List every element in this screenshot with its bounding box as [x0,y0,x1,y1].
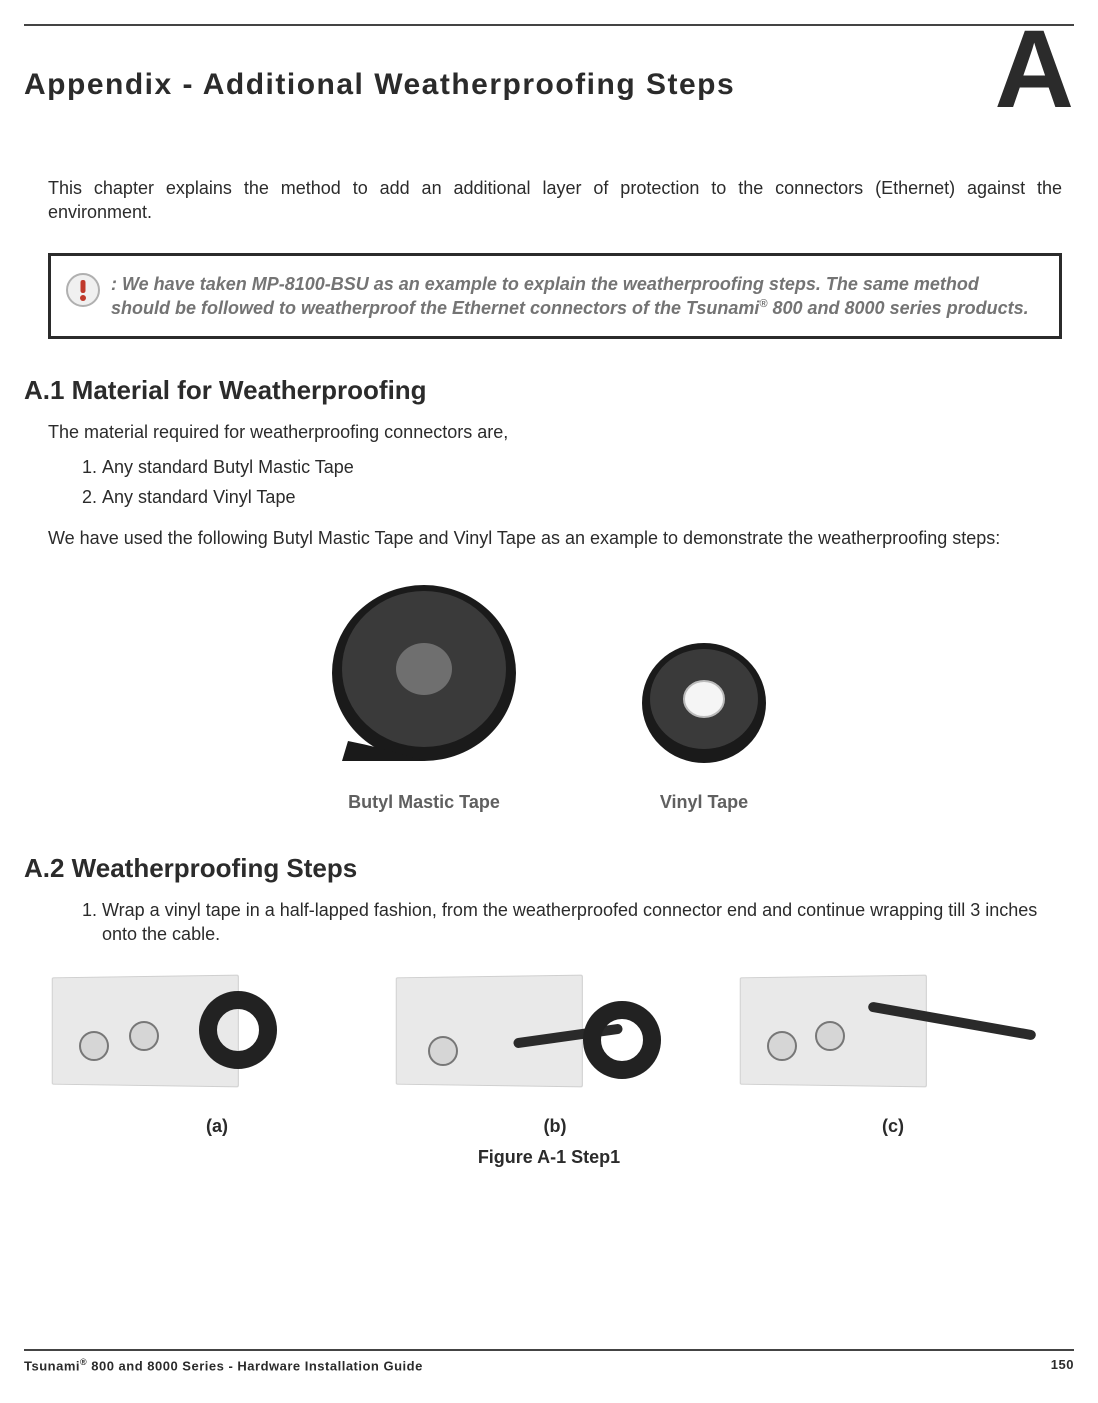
materials-list: Any standard Butyl Mastic Tape Any stand… [102,454,1062,512]
tape-figure: Butyl Mastic Tape Vinyl Tape [24,573,1074,813]
top-rule [24,24,1074,26]
page-number: 150 [1051,1357,1074,1373]
footer-post: 800 and 8000 Series - Hardware Installat… [87,1358,423,1373]
butyl-tape-label: Butyl Mastic Tape [324,792,524,813]
figure-caption: Figure A-1 Step1 [24,1147,1074,1168]
vinyl-tape-item: Vinyl Tape [634,597,774,813]
photo-label-b: (b) [386,1116,724,1137]
vinyl-tape-label: Vinyl Tape [634,792,774,813]
appendix-title: Appendix - Additional Weatherproofing St… [24,68,735,102]
attention-icon [65,272,101,308]
callout-text-post: 800 and 8000 series products. [767,298,1028,318]
list-item: Any standard Vinyl Tape [102,484,1062,512]
appendix-letter: A [995,26,1074,114]
section-heading-steps: A.2 Weatherproofing Steps [24,853,1074,884]
section-heading-materials: A.1 Material for Weatherproofing [24,375,1074,406]
butyl-tape-item: Butyl Mastic Tape [324,573,524,813]
intro-paragraph: This chapter explains the method to add … [48,176,1062,225]
photo-label-c: (c) [724,1116,1062,1137]
list-item: Wrap a vinyl tape in a half-lapped fashi… [102,898,1062,947]
butyl-tape-icon [324,573,524,773]
step-photo-row [48,960,1062,1110]
footer-title: Tsunami® 800 and 8000 Series - Hardware … [24,1357,423,1373]
vinyl-tape-icon [634,633,774,773]
step-photo-a [48,960,374,1110]
callout-text: : We have taken MP-8100-BSU as an exampl… [111,272,1039,321]
list-item: Any standard Butyl Mastic Tape [102,454,1062,482]
note-callout: : We have taken MP-8100-BSU as an exampl… [48,253,1062,340]
steps-list: Wrap a vinyl tape in a half-lapped fashi… [102,898,1062,947]
step-photo-b [392,960,718,1110]
step-photo-c [736,960,1062,1110]
photo-letter-row: (a) (b) (c) [48,1116,1062,1137]
appendix-header: Appendix - Additional Weatherproofing St… [24,54,1074,142]
page-footer: Tsunami® 800 and 8000 Series - Hardware … [24,1349,1074,1373]
photo-label-a: (a) [48,1116,386,1137]
materials-trail: We have used the following Butyl Mastic … [48,526,1062,550]
materials-lead: The material required for weatherproofin… [48,420,1062,444]
footer-pre: Tsunami [24,1358,80,1373]
